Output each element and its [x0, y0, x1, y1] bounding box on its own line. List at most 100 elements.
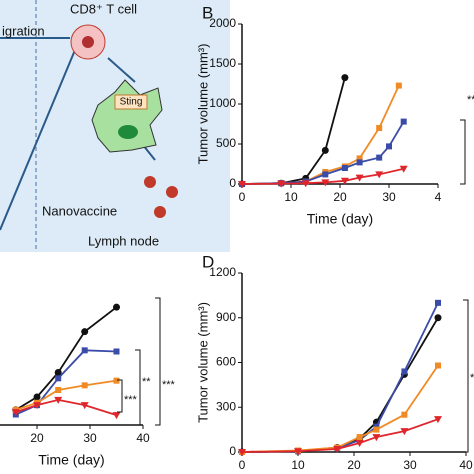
series-line: [15, 398, 117, 416]
bracket: [460, 119, 466, 185]
point: [376, 154, 383, 161]
significance: ***: [162, 379, 176, 391]
point: [400, 428, 409, 436]
y-tick-label: 600: [216, 355, 236, 369]
point: [372, 434, 381, 442]
y-tick-label: 300: [216, 399, 236, 413]
point: [54, 396, 63, 404]
nucleus: [118, 125, 138, 139]
point: [401, 411, 408, 418]
x-tick-label: 4: [435, 190, 442, 204]
y-tick-label: 500: [216, 136, 236, 150]
y-tick-label: 1500: [209, 56, 236, 70]
significance: **: [467, 94, 474, 106]
x-tick-label: 30: [83, 431, 97, 445]
y-tick-label: 1000: [209, 96, 236, 110]
panel-letter: D: [202, 252, 214, 271]
point: [434, 314, 442, 322]
x-tick-label: 20: [30, 431, 44, 445]
label: Lymph node: [88, 233, 159, 248]
label: igration: [2, 23, 45, 38]
x-tick-label: 40: [459, 458, 473, 472]
point: [399, 165, 408, 173]
point: [55, 387, 62, 393]
point: [238, 181, 246, 188]
point: [238, 449, 246, 456]
point: [81, 382, 88, 389]
point: [33, 393, 41, 401]
point: [11, 409, 20, 417]
label: Sting: [120, 97, 143, 108]
point: [341, 74, 349, 82]
series-line: [241, 167, 404, 185]
label: Nanovaccine: [42, 203, 117, 218]
point: [321, 179, 330, 187]
point: [112, 412, 121, 420]
x-tick-label: 20: [347, 458, 361, 472]
point: [356, 159, 363, 166]
point: [294, 448, 302, 456]
arrow: [0, 49, 76, 231]
y-tick-label: 0: [229, 176, 236, 190]
y-tick-label: 2000: [209, 16, 236, 30]
x-axis-title: Time (day): [307, 211, 373, 227]
point: [355, 440, 364, 448]
x-tick-label: 10: [291, 458, 305, 472]
particle: [166, 186, 178, 198]
point: [373, 426, 380, 433]
series-line: [241, 85, 400, 185]
series-line: [241, 317, 439, 453]
x-tick-label: 0: [239, 190, 246, 204]
series-line: [15, 306, 118, 411]
sting-box: [114, 94, 148, 110]
x-tick-label: 20: [333, 190, 347, 204]
y-tick-label: 900: [216, 310, 236, 324]
x-axis-title: Time (day): [38, 452, 104, 468]
point: [113, 303, 120, 311]
y-axis-title: Tumor volume (mm³): [195, 302, 210, 423]
series-line: [241, 77, 346, 185]
point: [386, 143, 392, 150]
point: [341, 165, 348, 171]
x-tick-label: 30: [382, 190, 396, 204]
point: [355, 174, 364, 182]
point: [54, 369, 62, 376]
point: [356, 434, 363, 441]
point: [301, 180, 310, 188]
series-line: [241, 364, 439, 453]
point: [81, 328, 89, 336]
point: [435, 362, 441, 369]
point: [321, 146, 329, 154]
bracket: [155, 297, 161, 426]
bracket: [117, 379, 123, 413]
particle: [144, 176, 156, 188]
point: [80, 402, 89, 410]
point: [395, 82, 402, 89]
point: [376, 125, 383, 131]
point: [401, 368, 408, 375]
point: [113, 377, 120, 384]
point: [322, 171, 329, 178]
point: [113, 348, 120, 355]
x-tick-label: 10: [284, 190, 298, 204]
point: [340, 177, 349, 185]
point: [55, 375, 62, 382]
significance: *: [470, 372, 474, 384]
point: [333, 446, 342, 454]
point: [375, 171, 384, 179]
y-axis-title: Tumor volume (mm³): [195, 44, 210, 165]
point: [33, 402, 41, 410]
x-tick-label: 30: [403, 458, 417, 472]
significance: ***: [124, 394, 138, 406]
point: [435, 299, 441, 306]
point: [356, 155, 363, 162]
particle: [154, 206, 166, 218]
point: [277, 180, 286, 188]
x-tick-label: 0: [239, 458, 246, 472]
diagram: igration CD8⁺ T cell Sting Nanovaccine L…: [0, 0, 230, 252]
point: [434, 416, 442, 424]
label: CD8⁺ T cell: [70, 1, 137, 16]
bracket: [463, 299, 469, 453]
x-tick-label: 40: [136, 431, 150, 445]
